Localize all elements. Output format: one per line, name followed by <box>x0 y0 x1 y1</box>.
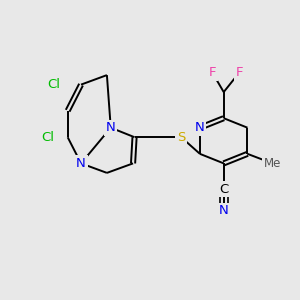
Text: F: F <box>236 66 243 79</box>
Text: N: N <box>195 121 205 134</box>
Text: Me: Me <box>264 157 281 170</box>
Text: F: F <box>209 66 216 79</box>
Text: C: C <box>219 183 228 196</box>
Text: N: N <box>76 157 86 170</box>
Text: S: S <box>177 131 185 144</box>
Text: Cl: Cl <box>47 78 60 91</box>
Text: N: N <box>219 204 229 218</box>
Text: N: N <box>106 121 116 134</box>
Text: Cl: Cl <box>41 131 54 144</box>
